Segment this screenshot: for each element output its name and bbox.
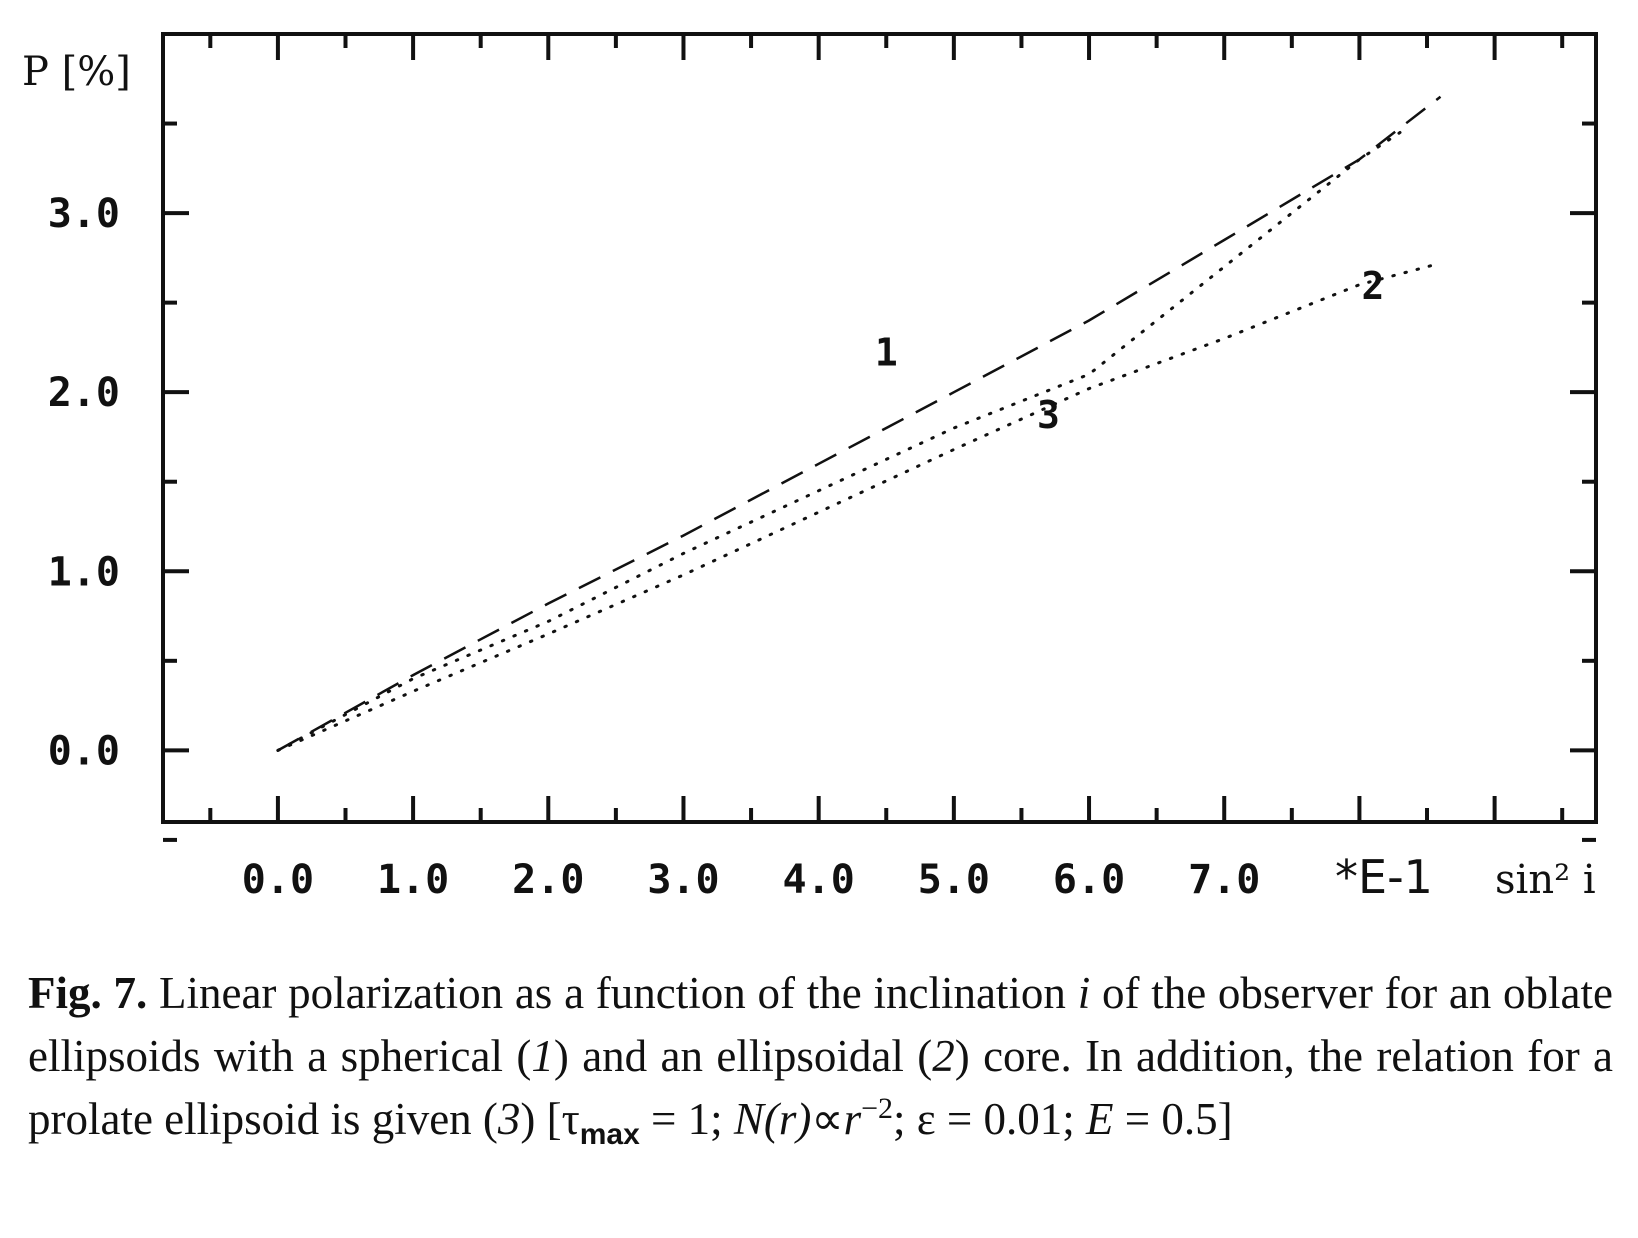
series-line-2 bbox=[276, 261, 1442, 752]
polarization-chart: 0.0 1.0 2.0 3.0 4.0 5.0 6.0 7.00.01.02.03.0123 … bbox=[22, 32, 1598, 904]
y-axis-title: P [%] bbox=[22, 49, 131, 95]
y-tick-label: 3.0 bbox=[48, 191, 120, 237]
caption-var: i bbox=[1077, 968, 1091, 1018]
x-tick-label: 7.0 bbox=[1188, 857, 1260, 903]
x-tick-label: 5.0 bbox=[918, 857, 990, 903]
caption-superscript: −2 bbox=[861, 1092, 894, 1125]
curve-label-2: 2 bbox=[1361, 264, 1384, 308]
caption-text: ) and an ellipsoidal ( bbox=[553, 1031, 933, 1081]
curve-label-1: 1 bbox=[875, 330, 898, 374]
x-tick-label: 3.0 bbox=[647, 857, 719, 903]
caption-text: ) core. In addition, the relation for a … bbox=[28, 1031, 1614, 1144]
caption-fig-label: Fig. 7. bbox=[28, 968, 148, 1018]
x-axis-title: sin² i bbox=[1495, 857, 1596, 903]
caption-subscript: max bbox=[579, 1118, 640, 1151]
caption-text: = 0.5] bbox=[1113, 1094, 1233, 1144]
caption-text: ∝ bbox=[811, 1094, 844, 1144]
x-tick-label: 2.0 bbox=[512, 857, 584, 903]
caption-text: ; ε = 0.01; bbox=[893, 1094, 1087, 1144]
caption-ref: 1 bbox=[531, 1031, 554, 1081]
caption-var: E bbox=[1086, 1094, 1114, 1144]
x-tick-label: 4.0 bbox=[783, 857, 855, 903]
caption-text: Linear polarization as a function of the… bbox=[147, 968, 1078, 1018]
curve-label-3: 3 bbox=[1037, 393, 1060, 437]
axis-ticks bbox=[163, 34, 1596, 842]
figure-caption: Fig. 7. Linear polarization as a functio… bbox=[28, 962, 1613, 1156]
caption-text: = 1; bbox=[639, 1094, 734, 1144]
series-line-3 bbox=[276, 131, 1402, 752]
y-tick-label: 0.0 bbox=[48, 728, 120, 774]
caption-var: N(r) bbox=[733, 1094, 812, 1144]
labels-layer: 0.0 1.0 2.0 3.0 4.0 5.0 6.0 7.0 0.0 1.0 2.0 3.0 1 2 3 bbox=[48, 191, 1385, 903]
x-tick-label: 1.0 bbox=[377, 857, 449, 903]
caption-text: of the observer for an oblate ellipsoids… bbox=[28, 968, 1613, 1081]
y-tick-label: 2.0 bbox=[48, 370, 120, 416]
caption-text: ) [τ bbox=[520, 1094, 580, 1144]
x-tick-label: 6.0 bbox=[1053, 857, 1125, 903]
y-tick-label: 1.0 bbox=[48, 549, 120, 595]
series-layer bbox=[276, 95, 1442, 752]
x-tick-label: 0.0 bbox=[242, 857, 314, 903]
caption-ref: 2 bbox=[932, 1031, 955, 1081]
caption-ref: 3 bbox=[497, 1094, 521, 1144]
caption-var: r bbox=[843, 1094, 862, 1144]
series-line-1 bbox=[277, 95, 1442, 752]
x-axis-multiplier: *E-1 bbox=[1335, 850, 1433, 904]
plot-frame bbox=[161, 32, 1598, 824]
